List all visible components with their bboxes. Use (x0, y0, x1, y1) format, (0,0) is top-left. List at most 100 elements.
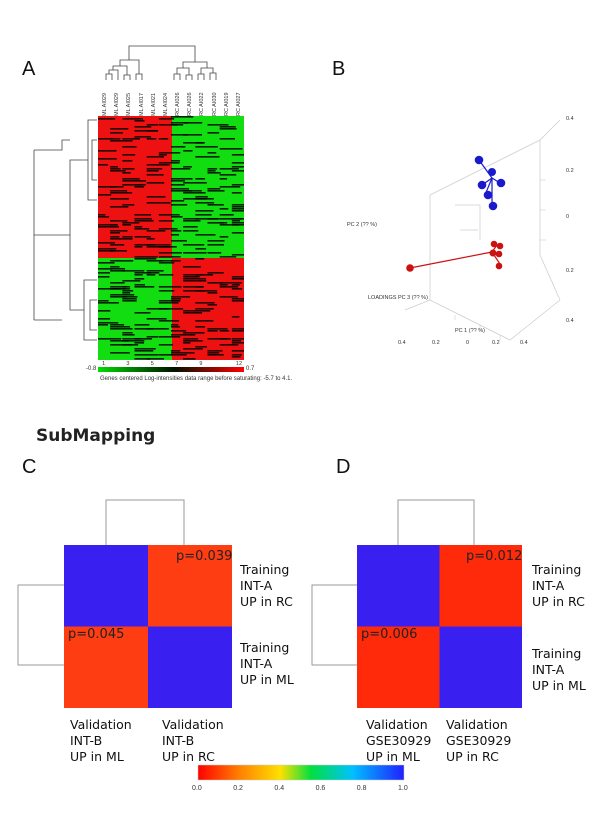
heatmap-stripe (195, 146, 218, 148)
heatmap-stripe (146, 246, 171, 248)
heatmap-stripe (110, 190, 128, 192)
heatmap-stripe (158, 246, 177, 248)
heatmap-stripe (171, 234, 179, 236)
heatmap-stripe (195, 196, 208, 198)
heatmap-stripe (171, 160, 181, 162)
heatmap-stripe (195, 202, 215, 204)
heatmap-stripe (231, 316, 240, 318)
heatmap-stripe (134, 120, 145, 122)
heatmap-stripe (158, 300, 181, 302)
pca-tick-label: 0.4 (566, 318, 574, 324)
heatmap-stripe (171, 190, 193, 192)
heatmap-stripe (146, 174, 164, 176)
heatmap-stripe (146, 182, 165, 184)
heatmap-stripe (110, 270, 126, 272)
pca-tick-label: 0 (466, 340, 470, 346)
heatmap-stripe (195, 326, 205, 328)
heatmap-stripe (134, 348, 156, 350)
heatmap-stripe (122, 184, 146, 186)
heatmap-stripe (171, 180, 186, 182)
submap-cell (439, 545, 522, 627)
column-dendrogram (105, 45, 217, 80)
heatmap-stripe (134, 274, 143, 276)
heatmap-stripe (183, 348, 203, 350)
heatmap-stripe (134, 130, 158, 132)
heatmap-stripe (207, 292, 218, 294)
heatmap-stripe (195, 320, 214, 322)
submap-d-pvalue-bottom-left: p=0.006 (361, 627, 418, 642)
heatmap-stripe (183, 244, 205, 246)
heatmap-stripe (171, 188, 190, 190)
heatmap-stripe (98, 276, 110, 278)
heatmap-stripe (231, 330, 244, 332)
heatmap-stripe (110, 250, 127, 252)
heatmap-stripe (158, 138, 169, 140)
heatmap-stripe (98, 272, 111, 274)
heatmap-stripe (171, 326, 181, 328)
heatmap-stripe (98, 216, 110, 218)
heatmap-stripe (219, 128, 237, 130)
heatmap-stripe (134, 218, 153, 220)
heatmap-stripe (207, 240, 225, 242)
heatmap-stripe (183, 310, 196, 312)
heatmap-stripe (171, 178, 193, 180)
heatmap-stripe (134, 350, 154, 352)
submap-c-col-label-1: Validation INT-B UP in ML (70, 717, 132, 764)
submap-cell (148, 545, 232, 627)
heatmap-stripe (122, 168, 135, 170)
submap-c-row-label-1: Training INT-A UP in RC (240, 562, 293, 609)
heatmap-stripe (219, 174, 237, 176)
heatmap-stripe (134, 184, 142, 186)
heatmap-stripe (231, 338, 244, 340)
heatmap-stripe (219, 208, 229, 210)
heatmap-stripe (183, 122, 203, 124)
heatmap-stripe (110, 344, 133, 346)
heatmap-stripe (231, 192, 242, 194)
heatmap-stripe (122, 296, 138, 298)
heatmap-stripe (171, 146, 186, 148)
heatmap-stripe (110, 186, 124, 188)
heatmap-stripe (171, 216, 183, 218)
submap-c-pvalue-bottom-left: p=0.045 (68, 627, 125, 642)
heatmap-stripe (158, 214, 180, 216)
heatmap-stripe (146, 270, 164, 272)
submap-c-row-dendrogram (17, 584, 64, 666)
heatmap-stripe (183, 290, 205, 292)
heatmap-stripe (146, 196, 166, 198)
submap-cell (439, 626, 522, 708)
heatmap-stripe (146, 336, 159, 338)
heatmap-stripe (146, 164, 170, 166)
heatmap-stripe (219, 224, 240, 226)
heatmap-stripe (134, 214, 152, 216)
heatmap-stripe (231, 340, 242, 342)
heatmap-stripe (183, 278, 207, 280)
heatmap-stripe (134, 358, 151, 360)
heatmap-stripe (158, 290, 175, 292)
heatmap-stripe (98, 214, 106, 216)
heatmap-stripe (158, 262, 175, 264)
heatmap-stripe (158, 252, 182, 254)
heatmap-a-column-number: 7 (175, 361, 179, 367)
heatmap-stripe (219, 236, 229, 238)
heatmap-stripe (134, 328, 154, 330)
heatmap-stripe (146, 274, 156, 276)
submap-d-col-label-2: Validation GSE30929 UP in RC (446, 717, 512, 764)
submap-c-row-label-2: Training INT-A UP in ML (240, 640, 294, 687)
heatmap-stripe (134, 284, 146, 286)
heatmap-a-column-number: 5 (150, 361, 154, 367)
heatmap-stripe (219, 282, 242, 284)
heatmap-stripe (110, 224, 118, 226)
heatmap-stripe (146, 168, 163, 170)
heatmap-stripe (158, 308, 184, 310)
heatmap-stripe (110, 288, 126, 290)
heatmap-stripe (207, 218, 220, 220)
colorbar-tick-label: 0.4 (274, 785, 285, 792)
heatmap-stripe (231, 350, 244, 352)
heatmap-stripe (171, 334, 196, 336)
heatmap-stripe (158, 118, 175, 120)
heatmap-stripe (219, 148, 243, 150)
heatmap-stripe (98, 138, 121, 140)
heatmap-stripe (122, 154, 136, 156)
heatmap-stripe (110, 232, 120, 234)
heatmap-stripe (134, 286, 155, 288)
